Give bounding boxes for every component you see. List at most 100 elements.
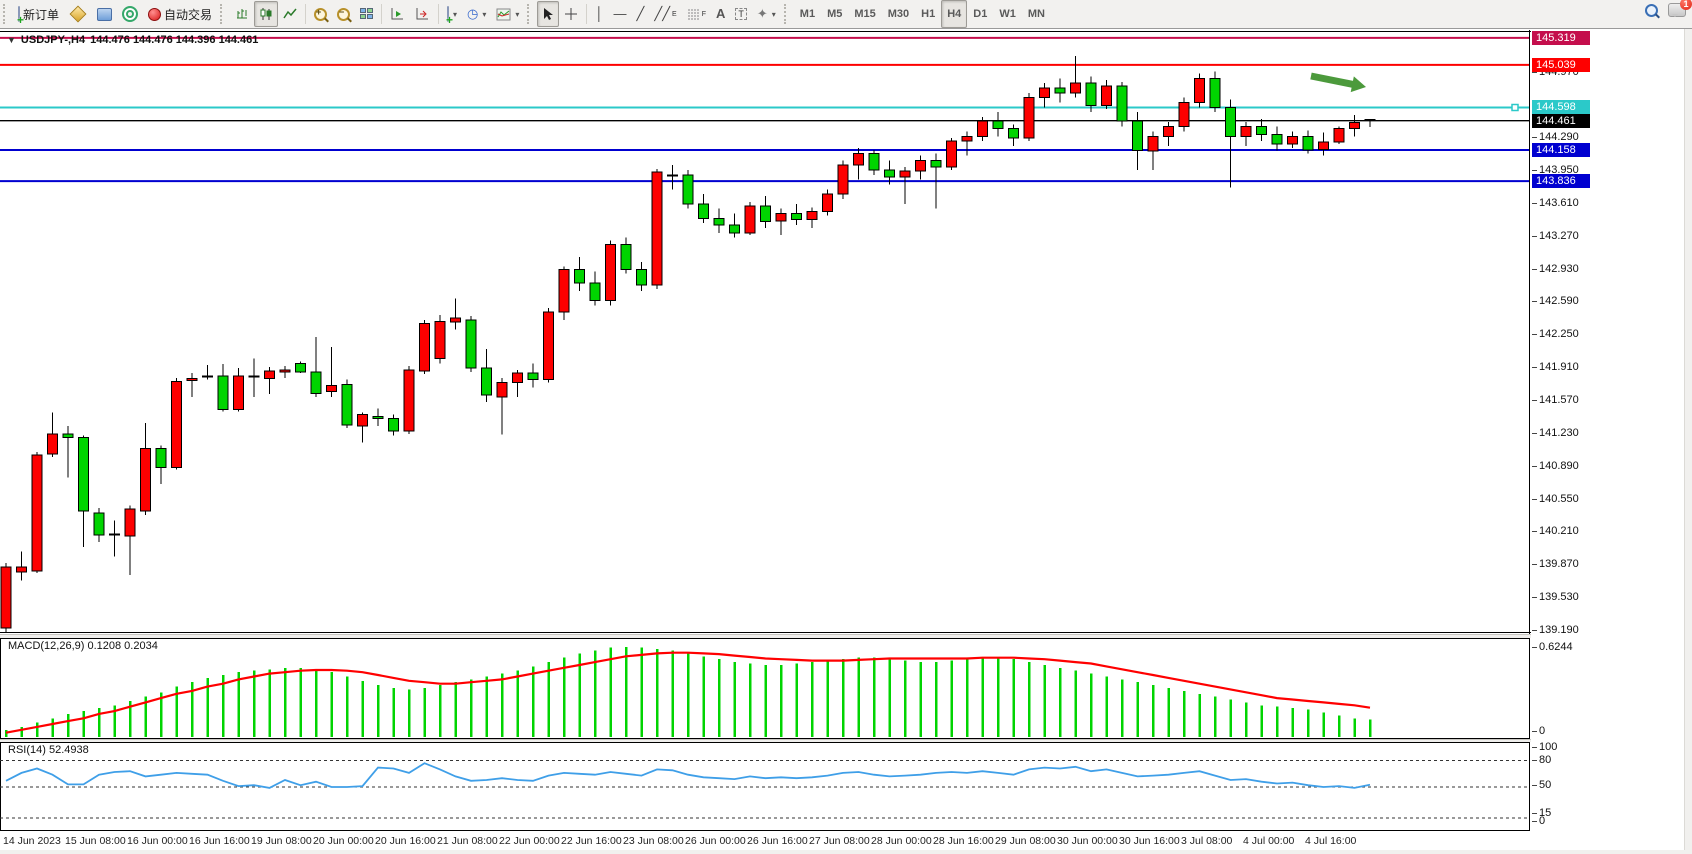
market-button[interactable] <box>92 1 117 27</box>
candle-body <box>713 217 725 226</box>
crosshair-tool-button[interactable] <box>559 1 583 27</box>
time-axis-label: 20 Jun 16:00 <box>375 835 436 847</box>
new-order-button[interactable]: + 新订单 <box>13 1 64 27</box>
candle-body <box>791 213 802 220</box>
templates-button[interactable]: ▾ <box>491 1 524 27</box>
candle-body <box>357 414 368 427</box>
price-axis[interactable]: 144.970 144.290 143.950 143.610 143.270 142.9… <box>1531 29 1692 854</box>
profile-button[interactable] <box>64 1 92 27</box>
time-axis-label: 16 Jun 16:00 <box>189 835 250 847</box>
price-axis-tick: 141.910 <box>1532 361 1579 373</box>
price-axis-tick: 139.190 <box>1532 624 1579 636</box>
timeframe-group: M1 M5 M15 M30 H1 H4 D1 W1 MN <box>794 0 1051 28</box>
price-axis-tick: 142.930 <box>1532 263 1579 275</box>
candle-body <box>419 323 430 372</box>
cursor-tool-button[interactable] <box>537 1 560 27</box>
timeframe-button-W1[interactable]: W1 <box>999 8 1016 20</box>
fibonacci-tool-button[interactable]: F <box>682 1 711 27</box>
auto-trading-button[interactable]: 自动交易 <box>143 1 217 27</box>
signals-button[interactable] <box>117 1 143 27</box>
horizontal-line-tool-button[interactable]: — <box>609 1 632 27</box>
timeframe-button-M15[interactable]: M15 <box>854 8 876 20</box>
line-chart-mode-button[interactable] <box>278 1 302 27</box>
candle-body <box>1085 82 1097 106</box>
candle-body <box>589 282 601 302</box>
auto-scroll-icon <box>391 8 404 20</box>
label-tool-button[interactable]: T <box>730 1 752 27</box>
price-axis-tick: 141.570 <box>1532 394 1579 406</box>
candle-body <box>543 311 554 381</box>
chevron-down-icon: ▾ <box>515 9 520 19</box>
signals-icon <box>122 6 139 22</box>
line-handle <box>1511 103 1519 112</box>
toolbar-grip[interactable] <box>3 4 10 24</box>
candle-body <box>651 171 663 286</box>
candle-body <box>1209 77 1221 108</box>
rsi-pane[interactable]: RSI(14) 52.4938 <box>0 742 1531 831</box>
candle-body <box>1240 126 1252 137</box>
candle-body <box>217 375 229 411</box>
macd-pane[interactable]: MACD(12,26,9) 0.1208 0.2034 <box>0 638 1531 739</box>
time-axis-label: 30 Jun 00:00 <box>1057 835 1118 847</box>
zoom-out-button[interactable]: − <box>332 1 355 27</box>
bar-chart-mode-button[interactable] <box>230 1 254 27</box>
trendline-tool-button[interactable]: ╱ <box>632 1 650 27</box>
candle-body <box>1194 77 1205 103</box>
timeframe-button-M5[interactable]: M5 <box>827 8 843 20</box>
candle-body <box>1302 135 1314 151</box>
candle-body <box>155 447 167 469</box>
trend-arrow-icon <box>1350 76 1366 93</box>
candle-body <box>248 375 260 378</box>
candle-body <box>1054 87 1066 94</box>
macd-plot <box>0 638 1530 739</box>
candle-body <box>992 120 1004 130</box>
candle-body <box>760 205 771 222</box>
candlestick-mode-button[interactable] <box>254 1 279 27</box>
chart-shift-button[interactable] <box>410 1 435 27</box>
tile-windows-button[interactable] <box>355 1 378 27</box>
search-icon[interactable] <box>1645 3 1658 17</box>
macd-signal-line <box>5 651 1371 734</box>
rsi-axis-label: 0 <box>1531 815 1546 827</box>
time-axis-label: 19 Jun 08:00 <box>251 835 312 847</box>
toolbar-grip[interactable] <box>220 4 227 24</box>
price-axis-tick: 142.250 <box>1532 328 1579 340</box>
candle-body <box>279 369 291 373</box>
candle-body <box>868 153 880 171</box>
arrows-tool-button[interactable]: ✦ ▾ <box>752 1 781 27</box>
auto-scroll-button[interactable] <box>385 1 410 27</box>
timeframe-button-D1[interactable]: D1 <box>973 8 988 20</box>
price-line-label: 144.461 <box>1532 114 1590 128</box>
toolbar-grip[interactable] <box>783 4 791 24</box>
zoom-in-button[interactable]: + <box>309 1 332 27</box>
timeframe-button-H4[interactable]: H4 <box>941 0 968 28</box>
main-chart-pane[interactable]: ▼ USDJPY-,H4 144.476 144.476 144.396 144… <box>0 30 1531 634</box>
candle-body <box>744 205 756 234</box>
time-axis-label: 27 Jun 08:00 <box>809 835 870 847</box>
chat-icon[interactable]: 1 <box>1668 0 1692 17</box>
time-axis[interactable]: 14 Jun 2023 15 Jun 08:00 16 Jun 00:00 16 Ju… <box>0 831 1531 850</box>
rsi-line <box>5 762 1371 789</box>
periods-button[interactable]: ◷ ▾ <box>462 1 491 27</box>
toolbar: + 新订单 自动交易 + − <box>0 0 1692 29</box>
price-line-label: 145.039 <box>1532 58 1590 72</box>
channel-tool-button[interactable]: ╱╱ E <box>654 6 677 21</box>
price-line-label: 144.158 <box>1532 143 1590 157</box>
timeframe-button-H1[interactable]: H1 <box>921 8 936 20</box>
candle-body <box>109 533 120 536</box>
timeframe-button-M30[interactable]: M30 <box>887 8 910 20</box>
vertical-line-tool-button[interactable]: │ <box>590 1 608 27</box>
timeframe-button-M1[interactable]: M1 <box>799 8 816 20</box>
toolbar-grip[interactable] <box>527 4 534 24</box>
text-tool-button[interactable]: A <box>711 1 730 27</box>
candle-body <box>1333 128 1345 143</box>
price-axis-tick: 143.270 <box>1532 230 1579 242</box>
price-axis-tick: 142.590 <box>1532 295 1579 307</box>
time-axis-label: 3 Jul 08:00 <box>1181 835 1233 847</box>
new-chart-button[interactable]: + ▾ <box>442 1 462 27</box>
bar-chart-icon <box>237 9 248 19</box>
one-click-trading-arrow-icon[interactable]: ▼ <box>7 35 16 45</box>
timeframe-button-MN[interactable]: MN <box>1027 8 1045 20</box>
chevron-down-icon: ▾ <box>453 9 458 19</box>
